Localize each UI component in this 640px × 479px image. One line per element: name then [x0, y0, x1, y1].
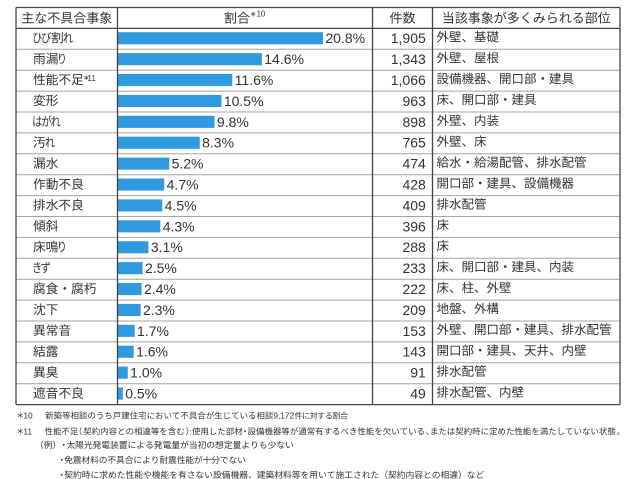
svg-text:91: 91 — [410, 365, 426, 381]
svg-text:9,172: 9,172 — [273, 411, 294, 421]
svg-text:143: 143 — [402, 344, 426, 360]
svg-text:49: 49 — [410, 386, 426, 402]
svg-text:209: 209 — [402, 302, 426, 318]
svg-text:11.6%: 11.6% — [235, 72, 274, 88]
svg-text:288: 288 — [402, 239, 426, 255]
svg-text:3.1%: 3.1% — [151, 239, 183, 255]
svg-text:4.5%: 4.5% — [165, 197, 197, 213]
svg-text:5.2%: 5.2% — [172, 156, 204, 172]
svg-text:4.7%: 4.7% — [167, 177, 199, 193]
svg-text:898: 898 — [402, 114, 426, 130]
svg-text:1,066: 1,066 — [391, 72, 426, 88]
svg-text:1.6%: 1.6% — [136, 344, 168, 360]
svg-text::: : — [190, 426, 192, 436]
svg-text:153: 153 — [402, 323, 426, 339]
svg-text:2.4%: 2.4% — [144, 281, 176, 297]
svg-text:396: 396 — [402, 218, 426, 234]
svg-text:20.8%: 20.8% — [325, 30, 365, 46]
svg-text:0.5%: 0.5% — [125, 386, 157, 402]
svg-text:963: 963 — [402, 93, 426, 109]
svg-text:8.3%: 8.3% — [202, 135, 234, 151]
svg-text:474: 474 — [402, 156, 426, 172]
svg-text:1.7%: 1.7% — [137, 323, 169, 339]
svg-text:10.5%: 10.5% — [224, 93, 264, 109]
svg-text:10: 10 — [257, 10, 266, 19]
svg-text:2.5%: 2.5% — [145, 260, 177, 276]
svg-text:10: 10 — [23, 411, 33, 421]
svg-text:428: 428 — [402, 177, 426, 193]
svg-text:11: 11 — [23, 426, 32, 436]
svg-text:222: 222 — [402, 281, 426, 297]
svg-text:765: 765 — [402, 135, 426, 151]
svg-text:1,905: 1,905 — [391, 30, 426, 46]
svg-text:14.6%: 14.6% — [264, 51, 304, 67]
svg-text:1,343: 1,343 — [391, 51, 426, 67]
svg-text:11: 11 — [87, 74, 96, 83]
svg-text:1.0%: 1.0% — [130, 365, 162, 381]
svg-text:233: 233 — [402, 260, 426, 276]
svg-text:409: 409 — [402, 197, 426, 213]
svg-text:4.3%: 4.3% — [163, 218, 195, 234]
svg-text:2.3%: 2.3% — [143, 302, 175, 318]
svg-text:9.8%: 9.8% — [217, 114, 249, 130]
